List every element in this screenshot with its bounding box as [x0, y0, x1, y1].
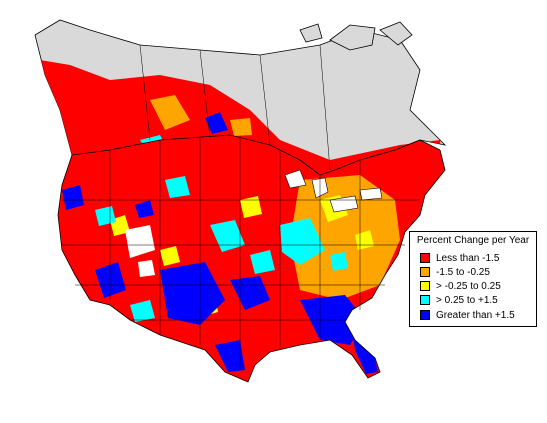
legend-label: > -0.25 to 0.25	[436, 280, 501, 292]
legend-entry-minus-1-5-to-minus-0-25: -1.5 to -0.25	[420, 266, 536, 278]
legend-entry-stable: > -0.25 to 0.25	[420, 280, 536, 292]
arctic-island	[329, 24, 376, 51]
legend-swatch	[420, 267, 430, 277]
legend-entry-less-than-minus-1-5: Less than -1.5	[420, 252, 536, 264]
legend-label: > 0.25 to +1.5	[436, 294, 498, 306]
legend-swatch	[420, 281, 430, 291]
legend-swatch	[420, 253, 430, 263]
legend-label: Greater than +1.5	[436, 309, 515, 321]
arctic-island	[299, 23, 323, 43]
legend-entry-greater-than-1-5: Greater than +1.5	[420, 309, 536, 321]
map-legend: Percent Change per Year Less than -1.5 -…	[409, 231, 537, 327]
legend-title: Percent Change per Year	[416, 235, 530, 246]
legend-swatch	[420, 310, 430, 320]
us-trend-patches	[62, 169, 400, 374]
legend-label: -1.5 to -0.25	[436, 266, 490, 278]
legend-label: Less than -1.5	[436, 252, 500, 264]
legend-swatch	[420, 295, 430, 305]
arctic-island	[379, 21, 413, 46]
state-boundaries	[62, 44, 420, 370]
legend-entry-0-25-to-1-5: > 0.25 to +1.5	[420, 294, 536, 306]
